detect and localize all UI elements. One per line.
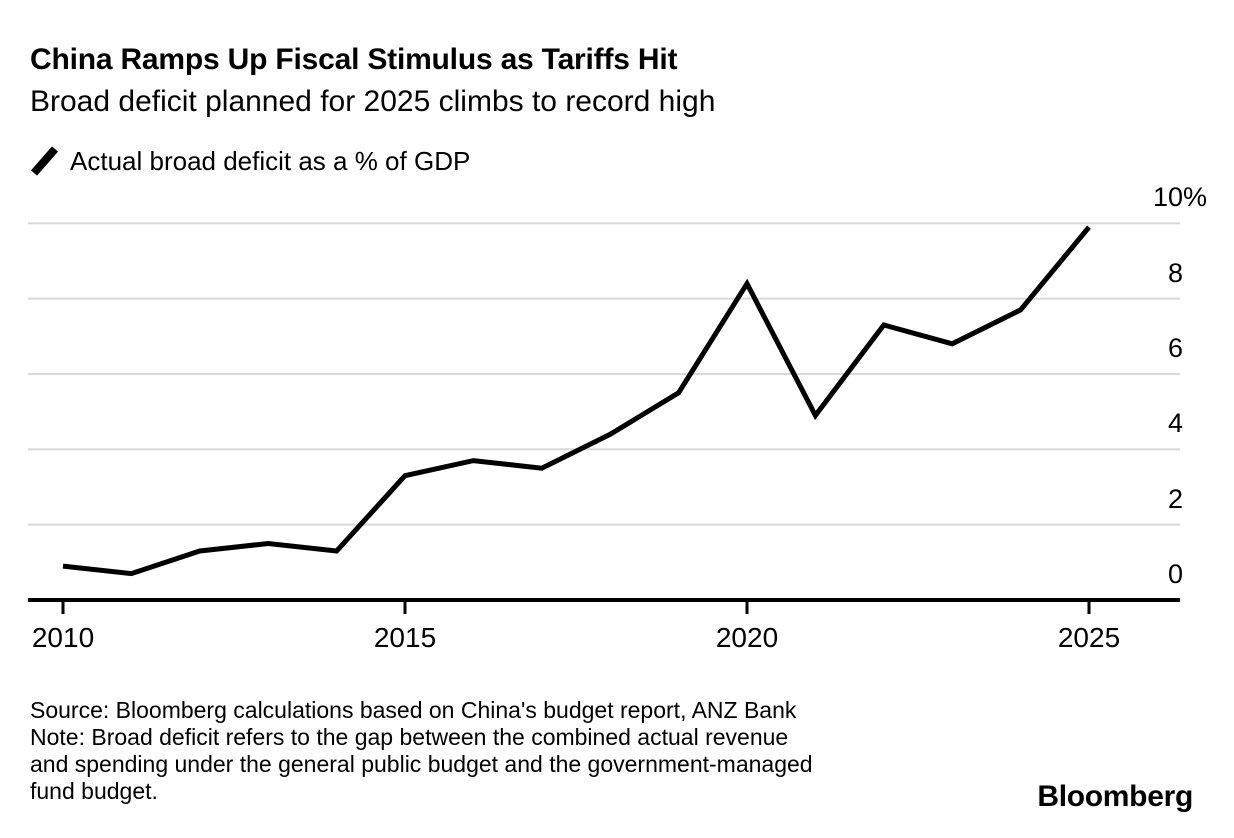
y-tick-suffix: % <box>1183 182 1208 213</box>
series-line <box>62 225 1091 577</box>
x-axis-tick-label: 2015 <box>373 622 437 653</box>
y-axis-tick-label: 6 <box>1168 333 1207 363</box>
slash-line-icon <box>30 146 59 176</box>
y-axis-tick-label: 0 <box>1168 559 1207 589</box>
y-tick-value: 2 <box>1167 483 1183 514</box>
gridline <box>28 297 1180 300</box>
y-axis-tick-label: 10% <box>1153 182 1207 212</box>
x-axis-tick-label: 2020 <box>715 622 779 653</box>
x-axis-tick-label: 2010 <box>31 622 95 653</box>
x-axis-line <box>28 598 1180 602</box>
y-tick-value: 4 <box>1167 408 1183 439</box>
note-text-line-3: fund budget. <box>30 778 158 804</box>
gridline <box>28 372 1180 375</box>
y-axis-tick-label: 2 <box>1168 484 1207 514</box>
x-axis-tick-mark <box>745 602 749 614</box>
x-axis-tick-mark <box>61 602 65 614</box>
y-tick-value: 6 <box>1167 332 1183 363</box>
y-tick-value: 8 <box>1167 257 1183 288</box>
gridline <box>28 448 1180 451</box>
y-tick-value: 0 <box>1167 559 1183 589</box>
legend-label: Actual broad deficit as a % of GDP <box>70 146 471 176</box>
x-axis-tick-mark <box>1087 602 1091 614</box>
legend: Actual broad deficit as a % of GDP <box>29 144 470 178</box>
chart-subtitle: Broad deficit planned for 2025 climbs to… <box>30 85 716 118</box>
gridline <box>28 222 1180 225</box>
y-tick-value: 10 <box>1152 182 1183 213</box>
source-note-text: Source: Bloomberg calculations based on … <box>30 697 813 805</box>
x-axis-tick-label: 2025 <box>1057 622 1121 653</box>
source-text: Source: Bloomberg calculations based on … <box>30 697 797 723</box>
gridline <box>28 523 1180 526</box>
chart-title: China Ramps Up Fiscal Stimulus as Tariff… <box>30 43 678 76</box>
note-text-line-1: Note: Broad deficit refers to the gap be… <box>30 724 789 750</box>
bloomberg-logo: Bloomberg <box>1037 780 1193 813</box>
y-axis-tick-label: 4 <box>1168 408 1207 438</box>
x-axis-tick-mark <box>403 602 407 614</box>
y-axis-tick-label: 8 <box>1168 258 1207 288</box>
note-text-line-2: and spending under the general public bu… <box>30 751 813 777</box>
